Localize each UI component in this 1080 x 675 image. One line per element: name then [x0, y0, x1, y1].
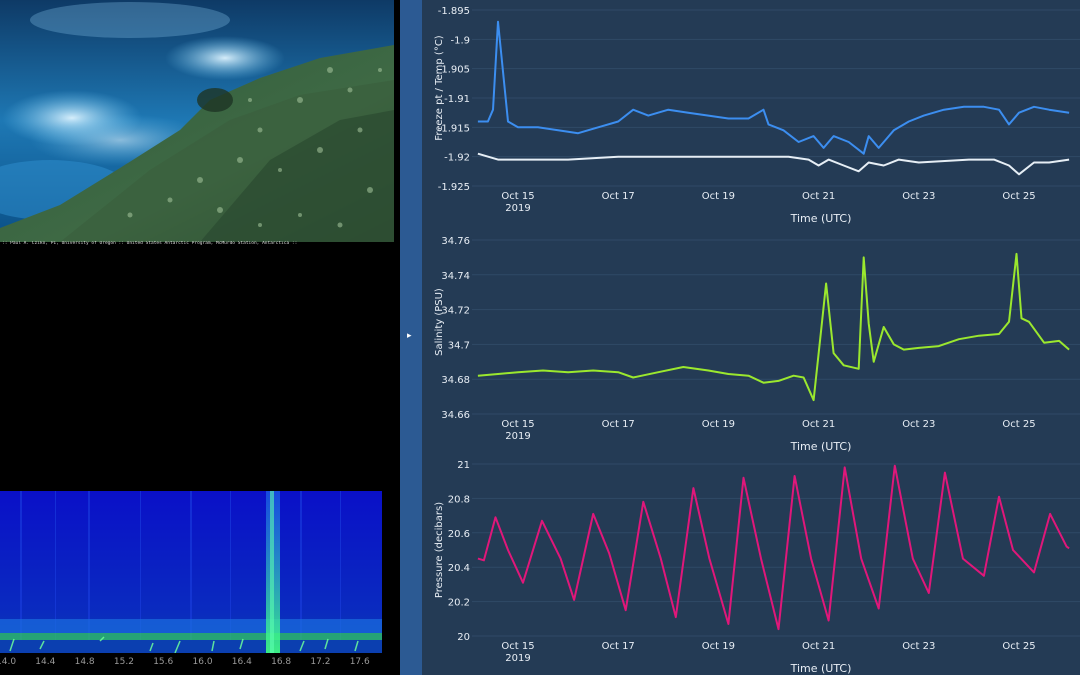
y-tick-label: -1.905	[438, 65, 470, 76]
series-line	[477, 20, 1070, 155]
x-tick-label: Oct 17	[602, 641, 635, 652]
sensor-charts-panel: -1.895 -1.9 -1.905 -1.91 -1.915 -1.92 -1.925 Fr…	[422, 0, 1080, 675]
sensor-charts: -1.895 -1.9 -1.905 -1.91 -1.915 -1.92 -1.925 Fr…	[434, 6, 1080, 675]
spectrogram-tick-label: 15.2	[113, 657, 134, 667]
y-tick-label: 20.6	[448, 529, 470, 540]
panel-divider[interactable]	[400, 0, 422, 675]
y-tick-label: -1.895	[438, 6, 470, 17]
spectrogram-tick-label: 14.4	[35, 657, 56, 667]
x-tick-label: Oct 25	[1002, 641, 1035, 652]
y-tick-label: 34.76	[441, 236, 470, 247]
x-axis-label: Time (UTC)	[790, 212, 852, 225]
x-tick-label: Oct 19	[702, 419, 735, 430]
x-tick-label: Oct 19	[702, 191, 735, 202]
x-axis-label: Time (UTC)	[790, 440, 852, 453]
y-tick-label: 34.68	[441, 375, 470, 386]
spectrogram-tick-label: 17.6	[349, 657, 370, 667]
x-tick-label: Oct 17	[602, 191, 635, 202]
y-tick-label: -1.9	[450, 35, 470, 46]
y-tick-label: 21	[457, 460, 470, 471]
expand-panel-icon[interactable]: ▸	[407, 331, 412, 341]
spectrogram-tick-label: 14.8	[74, 657, 95, 667]
x-tick-label: Oct 21	[802, 419, 835, 430]
y-tick-label: 20.8	[448, 494, 470, 505]
spectrogram-tick-label: 14.0	[0, 657, 17, 667]
x-tick-label: Oct 23	[902, 641, 935, 652]
x-tick-year-label: 2019	[505, 653, 530, 664]
x-tick-label: Oct 17	[602, 419, 635, 430]
x-tick-label: Oct 15	[501, 641, 534, 652]
series-line	[477, 152, 1070, 176]
y-tick-label: 34.72	[441, 306, 470, 317]
spectrogram-tick-label: 15.6	[153, 657, 174, 667]
photo-credit: :: Paul A. Cziko, PI, University of Oreg…	[2, 241, 298, 246]
x-tick-label: Oct 25	[1002, 419, 1035, 430]
x-tick-label: Oct 23	[902, 419, 935, 430]
spectrogram-tick-label: 16.8	[271, 657, 292, 667]
y-tick-label: 20.2	[448, 598, 470, 609]
y-tick-label: -1.915	[438, 123, 470, 134]
series-line	[477, 464, 1070, 631]
x-tick-year-label: 2019	[505, 431, 530, 442]
camera-and-audio-panel: :: Paul A. Cziko, PI, University of Oreg…	[0, 0, 400, 675]
underwater-camera-image	[0, 0, 394, 242]
y-tick-label: -1.925	[438, 182, 470, 193]
y-tick-label: -1.91	[444, 94, 470, 105]
x-tick-label: Oct 21	[802, 641, 835, 652]
x-axis-label: Time (UTC)	[790, 662, 852, 675]
x-tick-label: Oct 25	[1002, 191, 1035, 202]
y-tick-label: 20	[457, 632, 470, 643]
x-tick-label: Oct 23	[902, 191, 935, 202]
x-tick-label: Oct 21	[802, 191, 835, 202]
x-tick-label: Oct 15	[501, 191, 534, 202]
y-axis-label: Freeze pt / Temp (°C)	[434, 35, 445, 141]
y-axis-label: Salinity (PSU)	[434, 288, 445, 356]
hydrophone-spectrogram	[0, 491, 382, 653]
y-tick-label: -1.92	[444, 153, 470, 164]
spectrogram-tick-label: 17.2	[310, 657, 331, 667]
y-tick-label: 20.4	[448, 563, 470, 574]
y-axis-label: Pressure (decibars)	[434, 502, 445, 598]
y-tick-label: 34.74	[441, 271, 470, 282]
series-line	[477, 252, 1070, 402]
x-tick-label: Oct 19	[702, 641, 735, 652]
y-tick-label: 34.66	[441, 410, 470, 421]
spectrogram-time-axis: 14.0 14.4 14.8 15.2 15.6 16.0 16.4 16.8 17.2 17.6	[0, 653, 400, 675]
x-tick-label: Oct 15	[501, 419, 534, 430]
y-tick-label: 34.7	[448, 340, 470, 351]
spectrogram-tick-label: 16.4	[231, 657, 252, 667]
x-tick-year-label: 2019	[505, 203, 530, 214]
spectrogram-tick-label: 16.0	[192, 657, 213, 667]
